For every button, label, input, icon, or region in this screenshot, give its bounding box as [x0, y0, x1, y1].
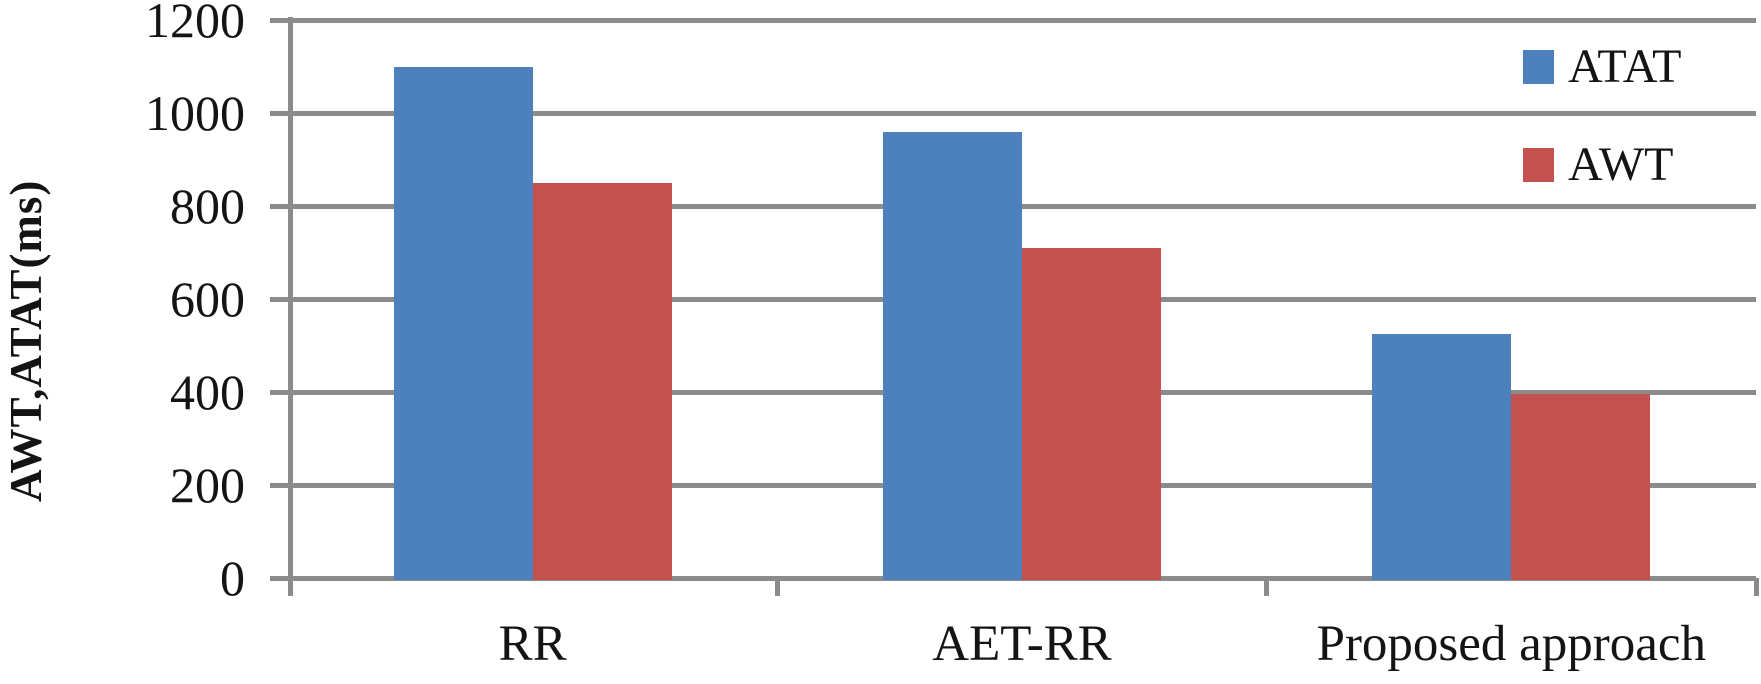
y-tick-label: 200 — [170, 457, 245, 513]
bar-atat-proposed-approach — [1372, 333, 1512, 580]
y-tick-label: 800 — [170, 178, 245, 234]
y-axis-tick — [270, 17, 288, 23]
y-axis-spine — [288, 17, 293, 596]
legend-label-awt: AWT — [1568, 138, 1674, 191]
bar-awt-proposed-approach — [1511, 394, 1651, 580]
category-label-rr: RR — [498, 616, 567, 672]
y-tick-label: 400 — [170, 364, 245, 420]
bar-atat-rr — [393, 66, 533, 580]
y-axis-tick — [270, 203, 288, 209]
legend-label-atat: ATAT — [1568, 40, 1682, 93]
x-axis-tick — [1753, 578, 1759, 596]
x-axis-tick — [774, 578, 780, 596]
y-tick-label: 600 — [170, 271, 245, 327]
y-axis-tick — [270, 575, 288, 581]
legend-item-awt: AWT — [1523, 136, 1681, 194]
category-label-proposed-approach: Proposed approach — [1316, 616, 1707, 672]
legend: ATAT AWT — [1523, 38, 1681, 234]
y-axis-tick — [270, 296, 288, 302]
gridline-800 — [288, 203, 1756, 209]
y-axis-tick — [270, 482, 288, 488]
y-axis-tick — [270, 110, 288, 116]
y-tick-label: 1000 — [145, 85, 245, 141]
legend-item-atat: ATAT — [1523, 38, 1681, 96]
legend-swatch-atat — [1523, 50, 1554, 84]
bar-awt-aet-rr — [1022, 247, 1161, 580]
y-axis-title: AWT,ATAT(ms) — [1, 179, 51, 503]
x-axis-tick — [1264, 578, 1270, 596]
bar-awt-rr — [532, 182, 672, 580]
y-tick-label: 1200 — [145, 0, 245, 48]
category-label-aet-rr: AET-RR — [932, 616, 1112, 672]
gridline-1000 — [288, 110, 1756, 116]
gridline-1200 — [288, 17, 1756, 23]
y-axis-tick — [270, 389, 288, 395]
legend-swatch-awt — [1523, 148, 1554, 182]
bar-atat-aet-rr — [883, 131, 1022, 580]
y-tick-label: 0 — [220, 550, 245, 606]
